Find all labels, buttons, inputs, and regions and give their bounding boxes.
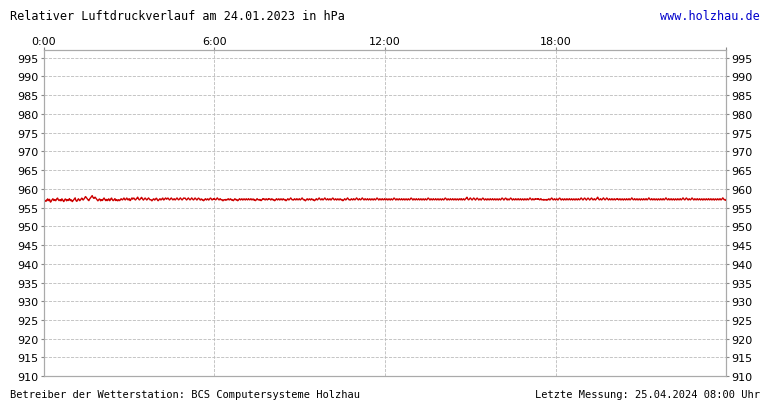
Text: Letzte Messung: 25.04.2024 08:00 Uhr: Letzte Messung: 25.04.2024 08:00 Uhr — [535, 389, 760, 399]
Text: www.holzhau.de: www.holzhau.de — [660, 10, 760, 23]
Text: Betreiber der Wetterstation: BCS Computersysteme Holzhau: Betreiber der Wetterstation: BCS Compute… — [10, 389, 360, 399]
Text: Relativer Luftdruckverlauf am 24.01.2023 in hPa: Relativer Luftdruckverlauf am 24.01.2023… — [10, 10, 345, 23]
